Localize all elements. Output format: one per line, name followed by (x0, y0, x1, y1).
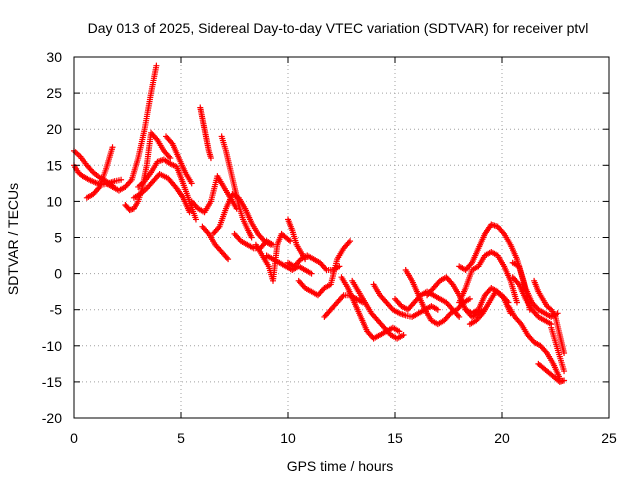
y-tick-label: 15 (46, 157, 62, 173)
data-point (336, 263, 343, 270)
data-point (167, 155, 174, 162)
data-point (153, 62, 160, 69)
y-tick-label: -20 (42, 410, 62, 426)
data-points (71, 62, 568, 385)
grid (74, 57, 609, 418)
y-tick-label: 30 (46, 49, 62, 65)
y-tick-label: -5 (50, 302, 63, 318)
data-point (456, 313, 463, 320)
y-tick-label: 0 (54, 266, 62, 282)
x-tick-label: 5 (177, 430, 185, 446)
x-tick-label: 10 (280, 430, 296, 446)
data-point (561, 377, 568, 384)
y-tick-label: 10 (46, 193, 62, 209)
data-point (248, 234, 255, 241)
data-point (207, 155, 214, 162)
data-point (287, 238, 294, 245)
data-point (513, 299, 520, 306)
x-tick-label: 25 (601, 430, 617, 446)
y-tick-label: 20 (46, 121, 62, 137)
data-point (308, 270, 315, 277)
data-point (347, 238, 354, 245)
y-tick-label: 5 (54, 230, 62, 246)
x-axis-tick-labels: 0 5 10 15 20 25 (70, 430, 617, 446)
data-point (109, 144, 116, 151)
chart-title: Day 013 of 2025, Sidereal Day-to-day VTE… (88, 20, 589, 36)
data-point (434, 306, 441, 313)
data-point (186, 209, 193, 216)
data-point (561, 350, 568, 357)
y-axis-tick-labels: -20 -15 -10 -5 0 5 10 15 20 25 30 (42, 49, 62, 426)
data-point (118, 176, 125, 183)
data-point (225, 256, 232, 263)
data-point (192, 216, 199, 223)
data-point (400, 331, 407, 338)
x-axis-title: GPS time / hours (287, 458, 394, 474)
y-tick-label: 25 (46, 85, 62, 101)
data-point (396, 328, 403, 335)
data-point (466, 295, 473, 302)
x-tick-label: 0 (70, 430, 78, 446)
axis-ticks (73, 56, 610, 419)
data-point (561, 368, 568, 375)
y-tick-label: -10 (42, 338, 62, 354)
data-point (188, 180, 195, 187)
y-tick-label: -15 (42, 374, 62, 390)
y-axis-title: SDTVAR / TECUs (5, 183, 21, 295)
x-tick-label: 20 (494, 430, 510, 446)
x-tick-label: 15 (387, 430, 403, 446)
